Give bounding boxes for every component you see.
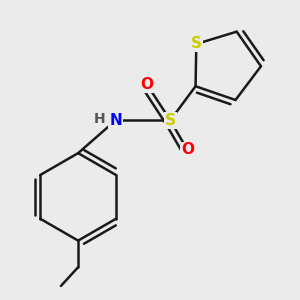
Text: O: O: [140, 77, 153, 92]
Text: H: H: [94, 112, 105, 126]
Text: O: O: [181, 142, 194, 158]
Text: N: N: [109, 113, 122, 128]
Text: S: S: [165, 113, 176, 128]
Text: S: S: [191, 37, 202, 52]
